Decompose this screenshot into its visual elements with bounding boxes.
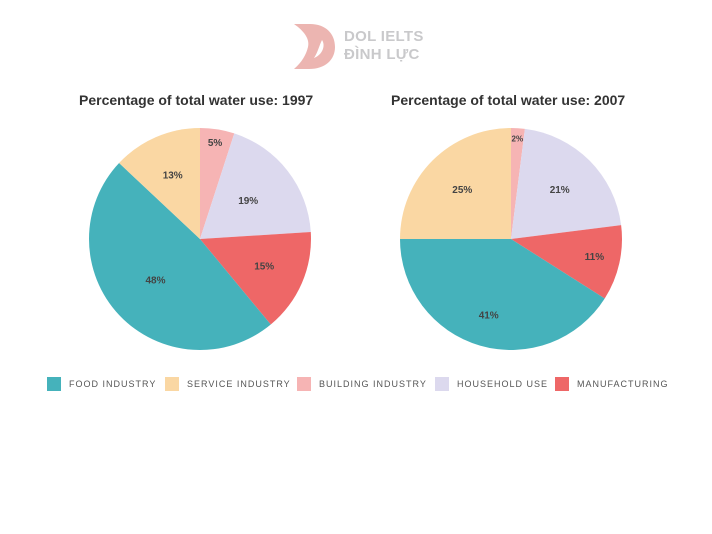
pie-slice-building-industry — [511, 128, 525, 239]
pie-slice-service-industry — [400, 128, 511, 239]
legend-item: HOUSEHOLD USE — [435, 376, 548, 392]
legend-swatch — [435, 377, 449, 391]
legend-label: HOUSEHOLD USE — [457, 379, 549, 389]
legend-item: FOOD INDUSTRY — [47, 376, 156, 392]
pie-1997: 5% 19% 15% 48% 13% — [89, 128, 311, 350]
legend-swatch — [47, 377, 61, 391]
slice-label: 48% — [145, 275, 165, 286]
legend-label: BUILDING INDUSTRY — [319, 379, 427, 389]
legend-label: MANUFACTURING — [577, 379, 669, 389]
pie-slice-household-use — [200, 133, 311, 239]
slice-label: 5% — [208, 138, 223, 149]
pie-slice-food-industry — [399, 239, 605, 351]
brand-logo: DOL IELTS ĐÌNH LỰC — [292, 22, 432, 72]
brand-name-line1: DOL IELTS — [344, 28, 424, 45]
slice-label: 13% — [163, 170, 183, 181]
legend-swatch — [555, 377, 569, 391]
chart-title-1997: Percentage of total water use: 1997 — [79, 92, 314, 108]
brand-name-line2: ĐÌNH LỰC — [344, 46, 420, 63]
legend-label: SERVICE INDUSTRY — [187, 379, 291, 389]
pie-slice-building-industry — [200, 128, 235, 239]
slice-label: 11% — [585, 252, 605, 263]
slice-label: 2% — [512, 134, 524, 143]
brand-mark-icon — [294, 24, 335, 69]
legend-item: MANUFACTURING — [555, 376, 669, 392]
chart-title-2007: Percentage of total water use: 2007 — [391, 92, 626, 108]
legend-label: FOOD INDUSTRY — [69, 379, 157, 389]
pie-2007: 2% 21% 11% 41% 25% — [399, 128, 622, 351]
slice-label: 15% — [254, 261, 274, 272]
legend-item: BUILDING INDUSTRY — [297, 376, 427, 392]
slice-label: 25% — [452, 185, 472, 196]
slice-label: 19% — [238, 196, 258, 207]
slice-label: 41% — [479, 310, 499, 321]
pie-slice-food-industry — [89, 163, 271, 350]
pie-slice-service-industry — [119, 128, 200, 239]
legend-item: SERVICE INDUSTRY — [165, 376, 291, 392]
pie-slice-household-use — [511, 128, 622, 239]
pie-slice-manufacturing — [511, 225, 622, 299]
legend-swatch — [297, 377, 311, 391]
pie-slice-manufacturing — [200, 232, 311, 325]
legend-swatch — [165, 377, 179, 391]
slice-label: 21% — [550, 185, 570, 196]
